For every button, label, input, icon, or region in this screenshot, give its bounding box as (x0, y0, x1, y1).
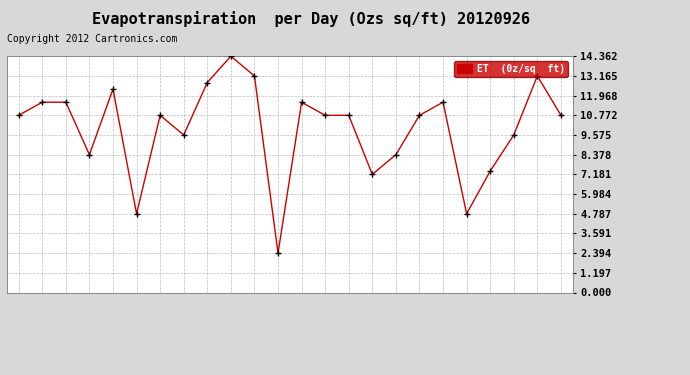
Text: Copyright 2012 Cartronics.com: Copyright 2012 Cartronics.com (7, 34, 177, 44)
Text: Evapotranspiration  per Day (Ozs sq/ft) 20120926: Evapotranspiration per Day (Ozs sq/ft) 2… (92, 11, 529, 27)
Legend: ET  (0z/sq  ft): ET (0z/sq ft) (455, 61, 568, 77)
